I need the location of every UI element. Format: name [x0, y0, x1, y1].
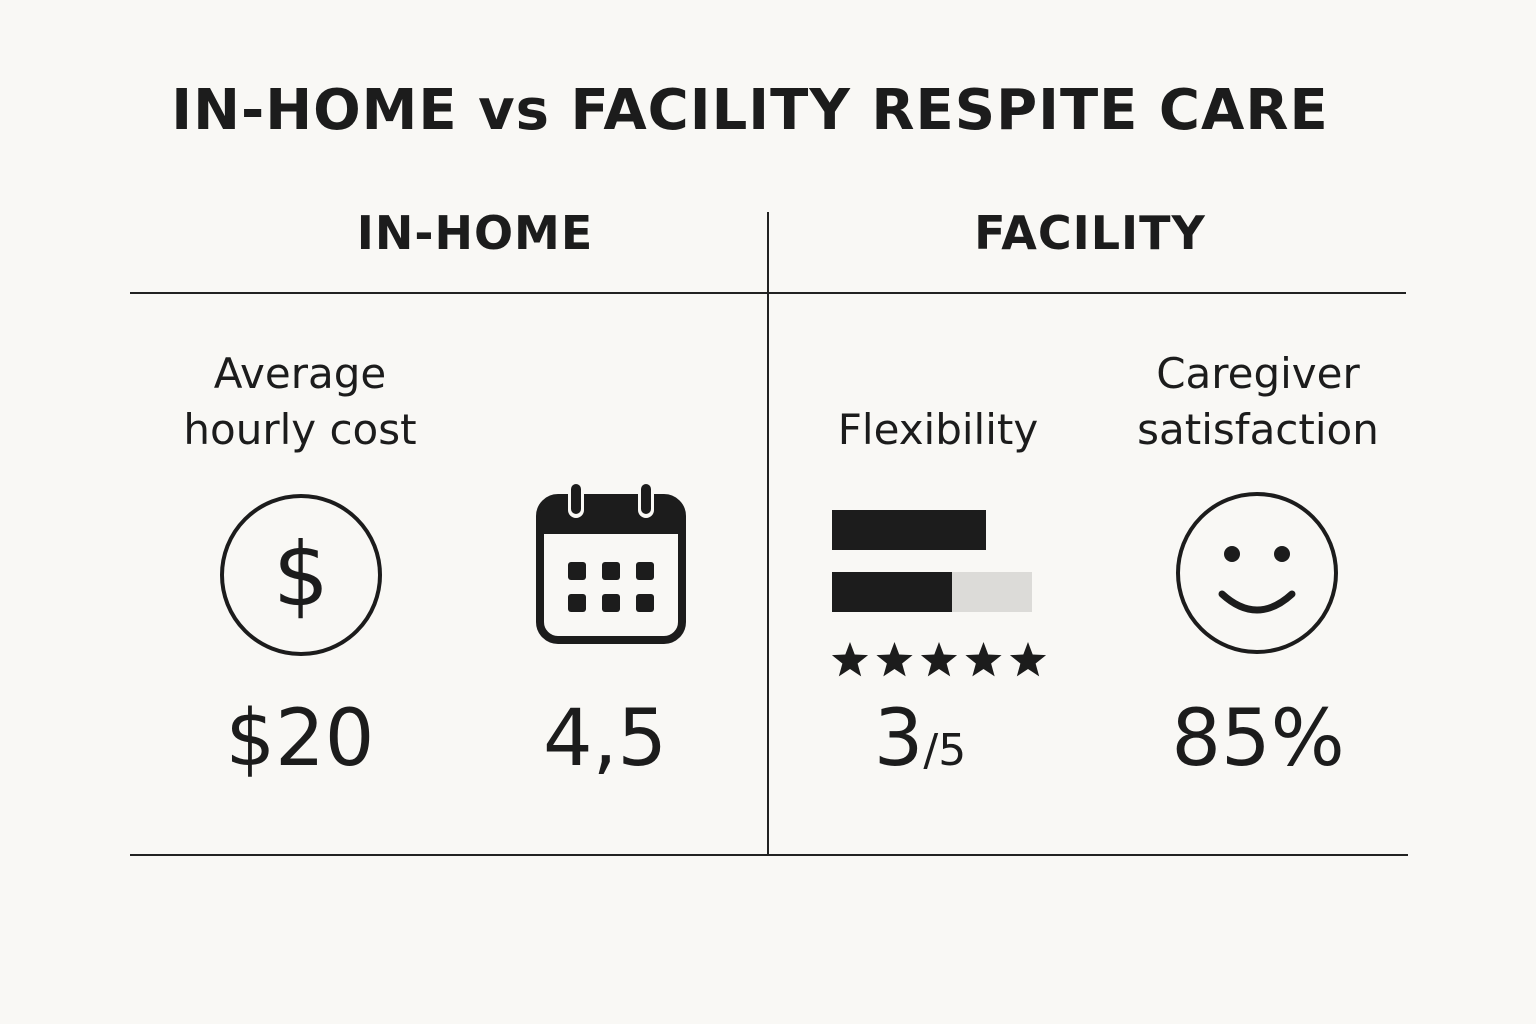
- satisfaction-label: Caregiver satisfaction: [1118, 346, 1398, 458]
- star-icon: [831, 642, 869, 677]
- satisfaction-label-line2: satisfaction: [1137, 405, 1379, 454]
- cost-label-line1: Average: [213, 349, 387, 398]
- star-icon: [876, 642, 913, 677]
- star-icon: [920, 642, 958, 677]
- star-icon: [1009, 642, 1047, 677]
- satisfaction-label-line1: Caregiver: [1156, 349, 1360, 398]
- flexibility-value-denominator: /5: [923, 725, 967, 776]
- cost-value: $20: [225, 694, 375, 784]
- calendar-value: 4,5: [542, 694, 668, 784]
- smiley-face-icon: [1176, 492, 1338, 654]
- star-rating-icon: [831, 642, 1047, 677]
- flexibility-label: Flexibility: [837, 405, 1039, 454]
- star-icon: [965, 642, 1002, 677]
- cost-label-line2: hourly cost: [183, 405, 417, 454]
- column-divider: [767, 212, 769, 854]
- flexibility-value: 3/5: [820, 700, 1020, 778]
- flexibility-bar-track: [832, 572, 1032, 612]
- column-header-facility: FACILITY: [974, 206, 1206, 260]
- flexibility-value-main: 3: [873, 694, 924, 784]
- cost-label: Average hourly cost: [160, 346, 440, 458]
- flexibility-bar-full: [832, 510, 986, 550]
- dollar-circle-icon: $: [220, 494, 382, 656]
- flexibility-bar-fill: [832, 572, 952, 612]
- svg-text:$: $: [273, 523, 329, 626]
- satisfaction-value: 85%: [1171, 694, 1345, 784]
- column-header-in-home: IN-HOME: [356, 206, 594, 260]
- page-title: IN-HOME vs FACILITY RESPITE CARE: [171, 78, 1329, 143]
- calendar-icon: [536, 482, 686, 644]
- bottom-divider: [130, 854, 1408, 856]
